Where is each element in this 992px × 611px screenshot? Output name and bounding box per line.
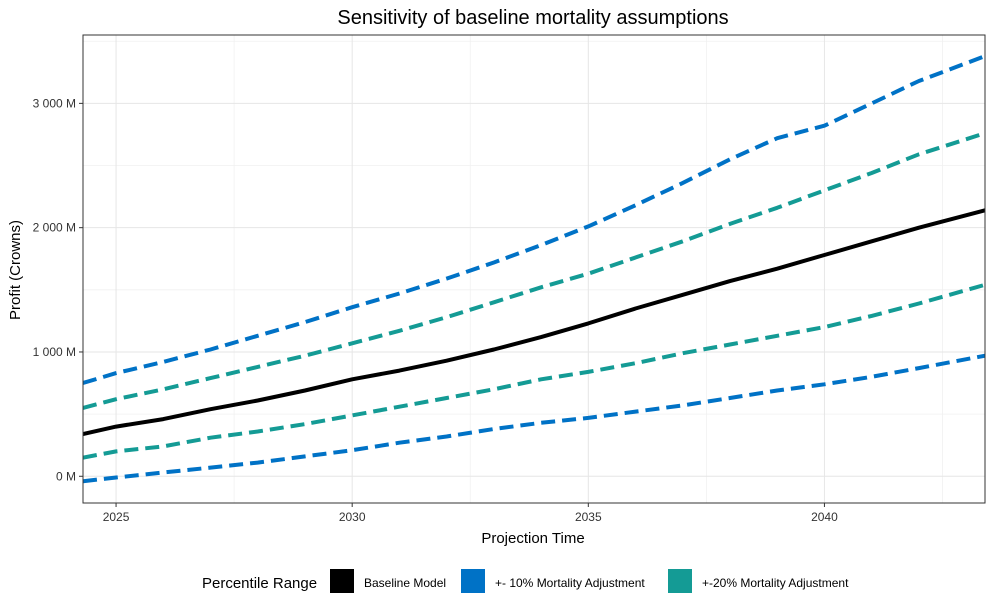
x-axis-title: Projection Time (481, 530, 584, 547)
x-tick-label: 2040 (811, 510, 838, 524)
y-axis-title: Profit (Crowns) (7, 220, 24, 320)
y-tick-label: 0 M (56, 469, 76, 483)
series-line-5 (83, 353, 985, 484)
series-lines (83, 54, 985, 484)
legend-key (330, 569, 354, 593)
plot-border (82, 34, 986, 504)
y-tick-label: 3 000 M (33, 96, 76, 110)
legend: Percentile Range Baseline Model +- 10% Mo… (202, 569, 849, 593)
x-tick-label: 2025 (103, 510, 130, 524)
y-axis: 0 M 1 000 M 2 000 M 3 000 M (33, 96, 83, 483)
series-line-2 (83, 54, 985, 385)
legend-items: Baseline Model +- 10% Mortality Adjustmen… (330, 569, 849, 593)
major-gridlines (83, 35, 985, 503)
chart-title: Sensitivity of baseline mortality assump… (337, 7, 728, 29)
x-tick-label: 2035 (575, 510, 602, 524)
legend-label: +-20% Mortality Adjustment (702, 576, 849, 590)
legend-key (461, 569, 485, 593)
y-tick-label: 1 000 M (33, 345, 76, 359)
series-line-3 (83, 131, 985, 410)
legend-key (668, 569, 692, 593)
plot-area (82, 34, 986, 504)
legend-title: Percentile Range (202, 575, 317, 592)
plot-background (83, 35, 985, 503)
y-tick-label: 2 000 M (33, 221, 76, 235)
legend-label: Baseline Model (364, 576, 446, 590)
x-tick-label: 2030 (339, 510, 366, 524)
series-line-4 (83, 282, 985, 460)
series-line-1 (83, 208, 985, 436)
legend-label: +- 10% Mortality Adjustment (495, 576, 645, 590)
x-axis: 2025 2030 2035 2040 (103, 503, 838, 524)
